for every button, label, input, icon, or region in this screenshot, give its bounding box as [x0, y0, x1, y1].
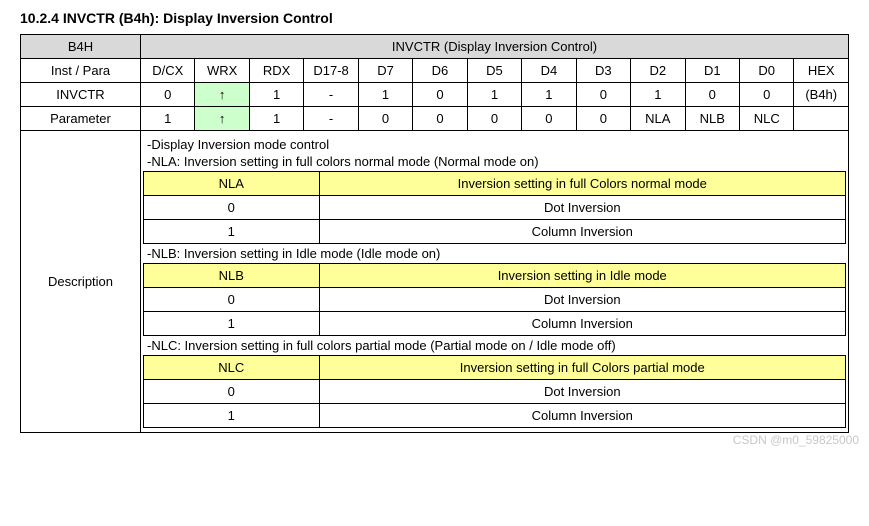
cell: NLC — [739, 107, 793, 131]
desc-intro: -Display Inversion mode control — [143, 135, 846, 152]
nlc-row-a: 1 — [144, 404, 320, 428]
cell: 0 — [522, 107, 576, 131]
cell: 0 — [685, 83, 739, 107]
cell: 1 — [141, 107, 195, 131]
nlb-row-a: 1 — [144, 312, 320, 336]
invctr-row: INVCTR 0 ↑ 1 - 1 0 1 1 0 1 0 0 (B4h) — [21, 83, 849, 107]
nlc-head-b: Inversion setting in full Colors partial… — [319, 356, 846, 380]
cell: 1 — [249, 83, 303, 107]
row-label: INVCTR — [21, 83, 141, 107]
nlb-row-a: 0 — [144, 288, 320, 312]
cell: NLA — [631, 107, 685, 131]
col-label: RDX — [249, 59, 303, 83]
nla-row-b: Dot Inversion — [319, 196, 846, 220]
col-label: WRX — [195, 59, 249, 83]
header-corner: B4H — [21, 35, 141, 59]
nla-row-a: 1 — [144, 220, 320, 244]
col-label: HEX — [794, 59, 849, 83]
nlb-row-b: Column Inversion — [319, 312, 846, 336]
nlb-head-a: NLB — [144, 264, 320, 288]
section-heading: 10.2.4 INVCTR (B4h): Display Inversion C… — [20, 10, 849, 26]
cell: NLB — [685, 107, 739, 131]
cell: 1 — [631, 83, 685, 107]
nlc-row-b: Dot Inversion — [319, 380, 846, 404]
header-row: B4H INVCTR (Display Inversion Control) — [21, 35, 849, 59]
column-labels-row: Inst / Para D/CX WRX RDX D17-8 D7 D6 D5 … — [21, 59, 849, 83]
cell: 0 — [141, 83, 195, 107]
register-table: B4H INVCTR (Display Inversion Control) I… — [20, 34, 849, 433]
cell: 0 — [413, 83, 467, 107]
col-label: D4 — [522, 59, 576, 83]
col-label: D7 — [358, 59, 412, 83]
cell: 0 — [576, 83, 630, 107]
desc-nlb-line: -NLB: Inversion setting in Idle mode (Id… — [143, 244, 846, 261]
parameter-row: Parameter 1 ↑ 1 - 0 0 0 0 0 NLA NLB NLC — [21, 107, 849, 131]
inst-para-label: Inst / Para — [21, 59, 141, 83]
desc-nlc-line: -NLC: Inversion setting in full colors p… — [143, 336, 846, 353]
col-label: D0 — [739, 59, 793, 83]
cell: 0 — [739, 83, 793, 107]
cell: (B4h) — [794, 83, 849, 107]
nlc-table: NLC Inversion setting in full Colors par… — [143, 355, 846, 428]
cell: 1 — [358, 83, 412, 107]
col-label: D/CX — [141, 59, 195, 83]
col-label: D6 — [413, 59, 467, 83]
description-row: Description -Display Inversion mode cont… — [21, 131, 849, 433]
cell: 1 — [522, 83, 576, 107]
description-body: -Display Inversion mode control -NLA: In… — [141, 131, 849, 433]
cell — [794, 107, 849, 131]
cell: 0 — [413, 107, 467, 131]
desc-nla-line: -NLA: Inversion setting in full colors n… — [143, 152, 846, 169]
header-title: INVCTR (Display Inversion Control) — [141, 35, 849, 59]
col-label: D1 — [685, 59, 739, 83]
col-label: D3 — [576, 59, 630, 83]
nlc-row-a: 0 — [144, 380, 320, 404]
nlc-head-a: NLC — [144, 356, 320, 380]
cell: 1 — [249, 107, 303, 131]
cell: 0 — [467, 107, 521, 131]
nla-row-a: 0 — [144, 196, 320, 220]
cell: - — [304, 83, 358, 107]
nlb-head-b: Inversion setting in Idle mode — [319, 264, 846, 288]
cell: - — [304, 107, 358, 131]
nlb-row-b: Dot Inversion — [319, 288, 846, 312]
cell: 0 — [576, 107, 630, 131]
watermark: CSDN @m0_59825000 — [733, 433, 859, 447]
description-label: Description — [21, 131, 141, 433]
cell: 0 — [358, 107, 412, 131]
cell-wrx: ↑ — [195, 83, 249, 107]
col-label: D17-8 — [304, 59, 358, 83]
cell-wrx: ↑ — [195, 107, 249, 131]
nla-row-b: Column Inversion — [319, 220, 846, 244]
nla-table: NLA Inversion setting in full Colors nor… — [143, 171, 846, 244]
col-label: D5 — [467, 59, 521, 83]
col-label: D2 — [631, 59, 685, 83]
cell: 1 — [467, 83, 521, 107]
nlc-row-b: Column Inversion — [319, 404, 846, 428]
nlb-table: NLB Inversion setting in Idle mode 0 Dot… — [143, 263, 846, 336]
nla-head-a: NLA — [144, 172, 320, 196]
row-label: Parameter — [21, 107, 141, 131]
nla-head-b: Inversion setting in full Colors normal … — [319, 172, 846, 196]
